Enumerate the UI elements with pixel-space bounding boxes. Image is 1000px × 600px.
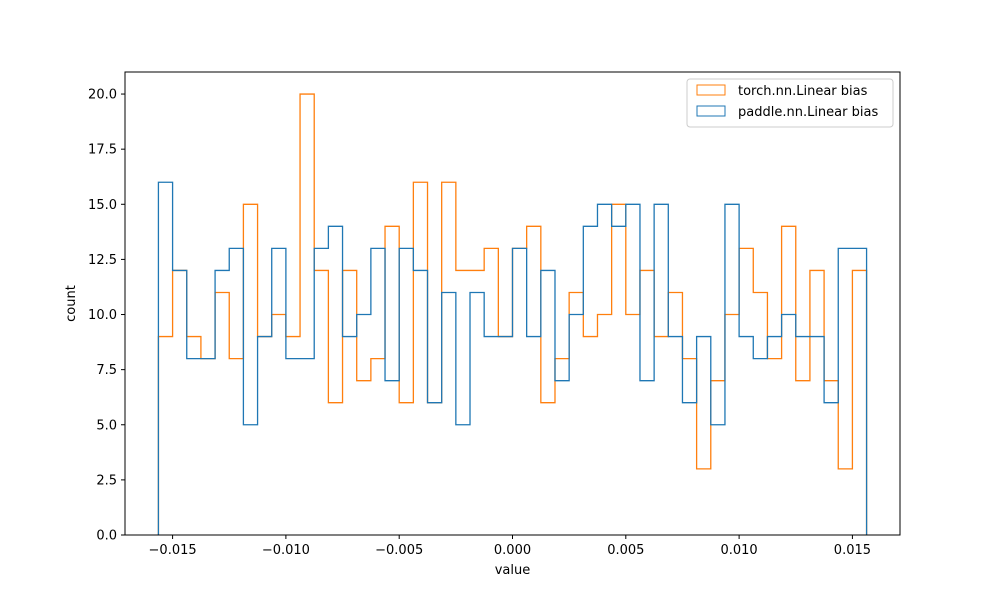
y-tick-label: 20.0 <box>88 88 117 103</box>
legend-swatch-paddle <box>696 105 726 117</box>
legend-box <box>686 78 894 128</box>
y-tick-label: 17.5 <box>88 143 117 158</box>
legend-label-paddle: paddle.nn.Linear bias <box>738 105 878 120</box>
histogram-series-1 <box>157 181 868 535</box>
y-tick-label: 7.5 <box>96 363 117 378</box>
series-layer <box>157 93 868 535</box>
x-axis-label: value <box>495 563 531 578</box>
y-tick-label: 5.0 <box>96 418 117 433</box>
x-tick-label: −0.005 <box>375 543 423 558</box>
y-axis-ticks: 0.0 2.5 5.0 7.5 10.0 12.5 15.0 17.5 20.0 <box>88 88 125 544</box>
y-tick-label: 2.5 <box>96 473 117 488</box>
x-axis-ticks: −0.015 −0.010 −0.005 0.000 0.005 0.010 0.015 <box>149 535 871 558</box>
legend: torch.nn.Linear bias paddle.nn.Linear bi… <box>686 78 894 128</box>
y-tick-label: 0.0 <box>96 529 117 544</box>
x-tick-label: −0.015 <box>149 543 197 558</box>
x-tick-label: −0.010 <box>262 543 310 558</box>
y-tick-label: 15.0 <box>88 198 117 213</box>
x-tick-label: 0.015 <box>834 543 871 558</box>
legend-swatch-torch <box>696 84 726 96</box>
legend-label-torch: torch.nn.Linear bias <box>738 84 868 99</box>
y-tick-label: 10.0 <box>88 308 117 323</box>
y-axis-label: count <box>64 285 79 322</box>
x-tick-label: 0.010 <box>720 543 757 558</box>
x-tick-label: 0.000 <box>494 543 531 558</box>
y-tick-label: 12.5 <box>88 253 117 268</box>
plot-frame <box>124 71 901 536</box>
x-tick-label: 0.005 <box>607 543 644 558</box>
